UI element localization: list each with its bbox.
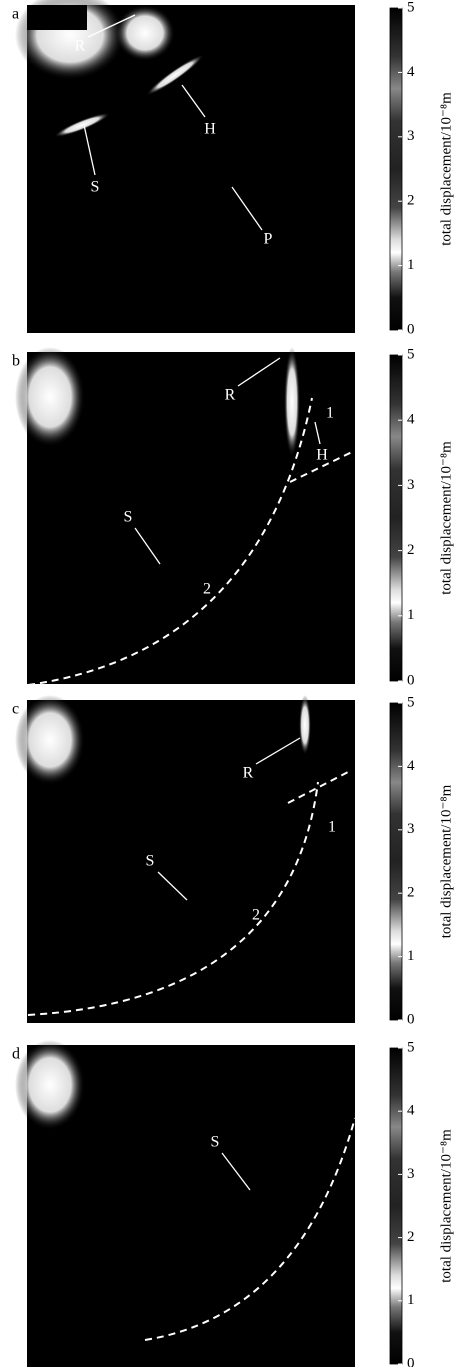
annotation: S (211, 1134, 220, 1151)
tick-label: 3 (407, 1166, 415, 1182)
tick-label: 3 (407, 477, 415, 493)
arrow (255, 737, 301, 765)
colorbar-label: total displacement/10⁻⁸m (438, 1129, 454, 1283)
tick-label: 4 (407, 412, 415, 428)
tick-label: 2 (407, 1229, 415, 1245)
tick-label: 2 (407, 193, 415, 209)
colorbar-label: total displacement/10⁻⁸m (438, 92, 454, 246)
colorbar-label: total displacement/10⁻⁸m (438, 441, 454, 595)
tick-label: 4 (407, 64, 415, 80)
panel-b: b R 1 H S 2 0 1 2 3 4 5 total displacement/10⁻… (12, 346, 454, 688)
arrow (87, 14, 136, 38)
annotation: H (316, 447, 328, 464)
tick-label: 2 (407, 542, 415, 558)
tick-label: 3 (407, 821, 415, 837)
arrow (181, 84, 206, 118)
front-line (287, 769, 353, 804)
tick-label: 3 (407, 128, 415, 144)
annotation: R (225, 387, 236, 404)
tick-label: 5 (407, 0, 415, 15)
annotation: S (124, 509, 133, 526)
annotation: 1 (326, 405, 334, 422)
blob (15, 1040, 85, 1130)
panel-c: c R 1 S 2 0 1 2 3 4 5 total displacement/10⁻⁸m (12, 694, 454, 1027)
tick-label: 0 (407, 1355, 415, 1367)
tick-label: 0 (407, 321, 415, 337)
blob (115, 5, 175, 61)
annotation: H (204, 121, 216, 138)
front-line (27, 397, 313, 686)
annotation: P (264, 231, 273, 248)
tick-label: 4 (407, 1103, 415, 1119)
panel-label: d (12, 1046, 20, 1063)
tick-label: 1 (407, 948, 415, 964)
streak (146, 54, 204, 96)
arrow (157, 871, 188, 901)
tick-label: 1 (407, 1292, 415, 1308)
colorbar (389, 354, 403, 682)
colorbar (389, 1047, 403, 1365)
tick-label: 2 (407, 885, 415, 901)
tick-label: 5 (407, 694, 415, 710)
tick-label: 0 (407, 672, 415, 688)
front-line (27, 781, 319, 1016)
arrow (83, 124, 96, 176)
panel-label: b (12, 353, 20, 370)
panel-label: a (12, 6, 19, 23)
arrow (237, 357, 281, 387)
annotation: 2 (252, 907, 260, 924)
streak (299, 695, 311, 755)
panel-a: a R H S P 0 1 2 3 4 5 total displacement/10⁻⁸m (12, 0, 454, 337)
arrow (231, 186, 263, 231)
tick-label: 5 (407, 1039, 415, 1055)
tick-label: 1 (407, 607, 415, 623)
front-line (144, 1117, 356, 1341)
tick-label: 1 (407, 257, 415, 273)
arrow (314, 421, 321, 445)
streak (284, 347, 300, 457)
arrow (134, 527, 161, 565)
colorbar-label: total displacement/10⁻⁸m (438, 784, 454, 938)
tick-label: 0 (407, 1011, 415, 1027)
panel-label: c (12, 701, 19, 718)
blob (15, 695, 85, 785)
annotation: 2 (203, 581, 211, 598)
arrow (221, 1152, 251, 1191)
blob (15, 347, 85, 447)
streak (54, 112, 110, 138)
annotation: S (91, 179, 100, 196)
tick-label: 4 (407, 758, 415, 774)
annotation: S (146, 853, 155, 870)
colorbar (389, 7, 403, 331)
annotation: R (75, 38, 86, 55)
annotation: R (243, 765, 254, 782)
image (27, 5, 87, 30)
colorbar (389, 702, 403, 1021)
annotation: 1 (328, 819, 336, 836)
tick-label: 5 (407, 346, 415, 362)
panel-d: d S 0 1 2 3 4 5 total displacement/10⁻⁸m (12, 1039, 454, 1367)
